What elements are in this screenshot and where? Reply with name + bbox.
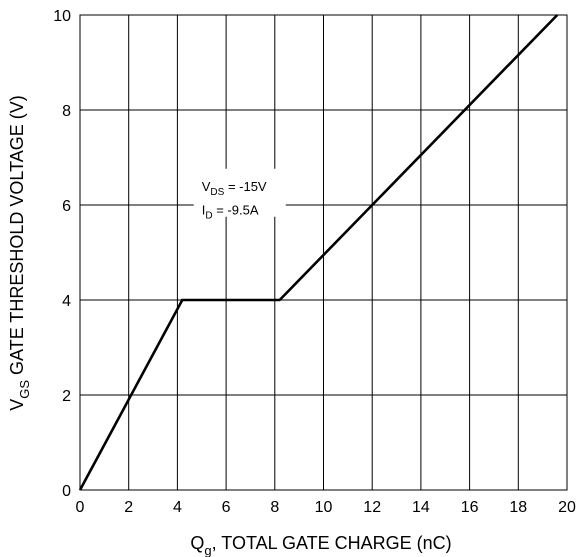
- y-axis-title-main: V: [7, 399, 27, 411]
- y-tick-label: 6: [62, 198, 71, 215]
- x-tick-label: 12: [363, 499, 381, 516]
- y-tick-labels: 0 2 4 6 8 10: [53, 8, 71, 500]
- annotation-rest: = -9.5A: [213, 203, 259, 218]
- x-tick-label: 4: [173, 499, 182, 516]
- x-axis-title-sub: g: [204, 543, 211, 557]
- x-tick-label: 0: [76, 499, 85, 516]
- y-tick-label: 8: [62, 103, 71, 120]
- annotation-sub: DS: [210, 187, 224, 198]
- y-tick-label: 2: [62, 388, 71, 405]
- annotation-layer: VDS = -15V ID = -9.5A: [193, 168, 286, 222]
- x-tick-label: 2: [124, 499, 133, 516]
- y-axis-title-sub: GS: [17, 380, 32, 399]
- y-axis-title: VGS GATE THRESHOLD VOLTAGE (V): [7, 95, 32, 411]
- x-tick-label: 18: [509, 499, 527, 516]
- y-tick-label: 4: [62, 293, 71, 310]
- condition-annotation: VDS = -15V: [202, 179, 267, 198]
- annotation-rest: = -15V: [224, 179, 267, 194]
- annotation-sub: D: [205, 211, 212, 222]
- plot-frame: [79, 14, 568, 491]
- x-tick-labels: 0 2 4 6 8 10 12 14 16 18 20: [76, 499, 576, 516]
- x-tick-label: 8: [270, 499, 279, 516]
- x-tick-label: 20: [558, 499, 576, 516]
- condition-annotation: ID = -9.5A: [202, 203, 259, 222]
- y-tick-label: 10: [53, 8, 71, 25]
- x-axis-title-main: Q: [190, 533, 204, 553]
- series-layer: [78, 14, 559, 491]
- annotation-main: V: [202, 179, 211, 194]
- annotation-main: I: [202, 203, 206, 218]
- x-axis-title-rest: , TOTAL GATE CHARGE (nC): [212, 533, 452, 553]
- x-tick-label: 14: [412, 499, 430, 516]
- annotation-background: [193, 168, 286, 217]
- x-tick-label: 16: [461, 499, 479, 516]
- x-tick-label: 10: [315, 499, 333, 516]
- gate-charge-curve: [78, 14, 559, 491]
- x-tick-label: 6: [222, 499, 231, 516]
- y-axis-title-rest: GATE THRESHOLD VOLTAGE (V): [7, 95, 27, 380]
- y-tick-label: 0: [62, 483, 71, 500]
- x-axis-title: Qg, TOTAL GATE CHARGE (nC): [190, 533, 451, 557]
